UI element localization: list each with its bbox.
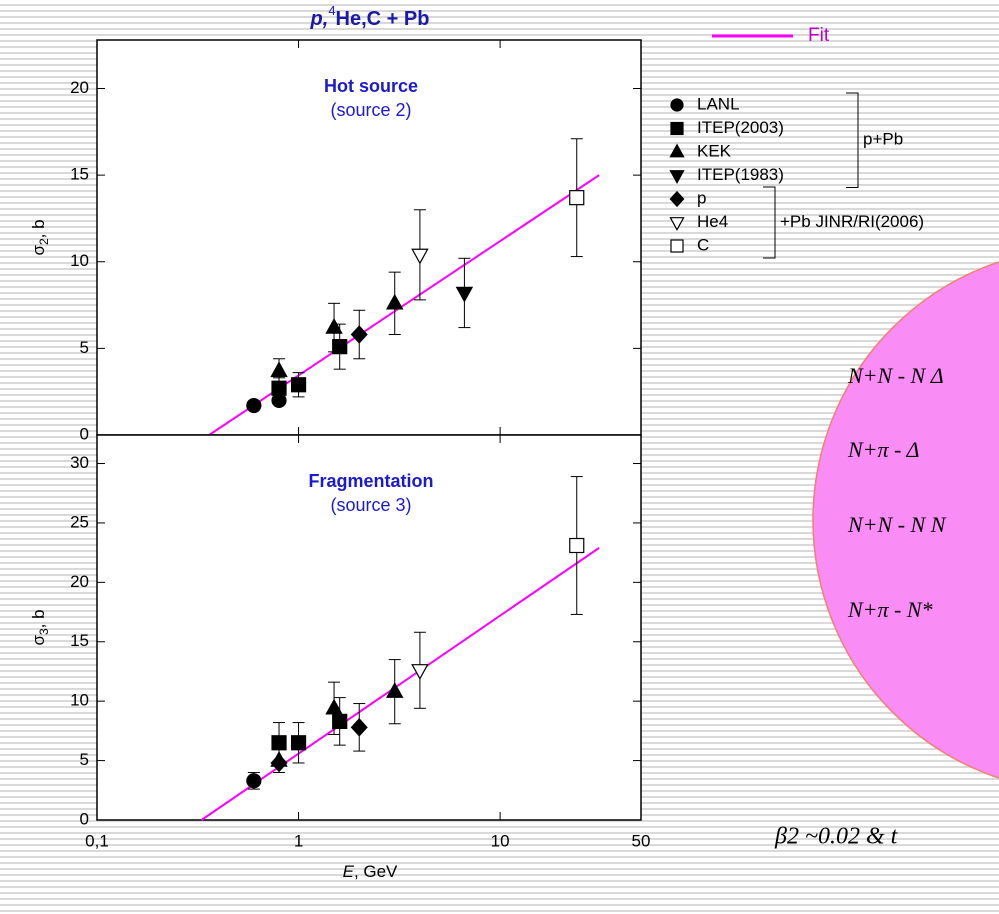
- legend-bracket: [846, 92, 859, 188]
- y-tick-label: 0: [80, 424, 89, 443]
- y-tick-label: 15: [70, 631, 89, 650]
- y-axis-label: σ2, b: [29, 219, 51, 255]
- plot-area: [96, 39, 642, 436]
- marker: [332, 339, 348, 355]
- title-rest: He,C + Pb: [336, 8, 430, 30]
- y-tick-label: 15: [70, 165, 89, 184]
- x-tick-label: 10: [491, 831, 510, 850]
- y-label-unit: , b: [29, 219, 48, 238]
- x-tick-label: 50: [632, 831, 651, 850]
- marker: [670, 121, 684, 136]
- title-superscript: 4: [328, 3, 335, 18]
- y-axis-label: σ3, b: [29, 609, 51, 645]
- legend-label: ITEP(2003): [697, 118, 784, 137]
- y-label-unit: , b: [29, 609, 48, 628]
- x-tick-label: 1: [294, 831, 303, 850]
- x-label-unit: , GeV: [354, 862, 398, 881]
- chart-title: p,4He,C + Pb: [310, 3, 430, 30]
- marker: [290, 377, 307, 393]
- marker: [332, 713, 348, 729]
- y-tick-label: 10: [70, 251, 89, 270]
- reaction-label: N+π - N*: [847, 597, 933, 622]
- marker: [569, 190, 585, 206]
- marker: [386, 293, 404, 310]
- y-tick-label: 5: [80, 338, 89, 357]
- marker: [246, 397, 262, 414]
- x-tick-label: 0,1: [85, 831, 109, 850]
- annotation-title: Fragmentation: [308, 471, 433, 491]
- legend-label: LANL: [697, 94, 740, 113]
- y-tick-label: 25: [70, 512, 89, 531]
- plot-area: [96, 434, 642, 821]
- marker: [669, 170, 685, 184]
- marker: [270, 361, 288, 378]
- marker: [290, 735, 307, 751]
- legend-group-label: +Pb JINR/RI(2006): [780, 212, 924, 231]
- marker: [350, 325, 368, 344]
- title-projectile: p,: [310, 8, 329, 30]
- y-tick-label: 5: [80, 750, 89, 769]
- legend-label: KEK: [697, 141, 732, 160]
- y-tick-label: 20: [70, 572, 89, 591]
- marker: [386, 682, 404, 698]
- reaction-label: N+N - N Δ: [847, 363, 944, 388]
- marker: [411, 664, 429, 680]
- legend-bracket: [763, 186, 776, 259]
- fit-legend-label: Fit: [808, 25, 830, 46]
- annotation-subtitle: (source 3): [330, 495, 411, 515]
- y-tick-label: 0: [80, 809, 89, 828]
- legend-label: ITEP(1983): [697, 165, 784, 184]
- marker: [270, 753, 288, 773]
- y-label-symbol: σ: [29, 245, 48, 256]
- marker: [350, 718, 368, 737]
- reaction-label: N+N - N N: [847, 512, 947, 537]
- x-label-symbol: E: [343, 862, 355, 881]
- marker: [669, 217, 685, 231]
- marker: [325, 317, 343, 334]
- annotation-subtitle: (source 2): [330, 100, 411, 120]
- marker: [670, 98, 684, 112]
- marker: [325, 698, 343, 715]
- marker: [246, 773, 262, 789]
- y-tick-label: 10: [70, 691, 89, 710]
- marker: [669, 143, 685, 158]
- legend-label: C: [697, 235, 709, 254]
- marker: [271, 735, 287, 751]
- annotation-title: Hot source: [324, 76, 418, 96]
- marker: [455, 286, 474, 303]
- marker: [669, 190, 685, 208]
- legend-label: He4: [697, 212, 728, 231]
- y-tick-label: 20: [70, 78, 89, 97]
- x-axis-label: E, GeV: [343, 862, 398, 881]
- reaction-label: N+π - Δ: [847, 437, 919, 462]
- y-tick-label: 30: [70, 453, 89, 472]
- marker: [670, 239, 684, 253]
- fit-line: [200, 547, 600, 821]
- legend-group-label: p+Pb: [863, 130, 903, 149]
- legend-label: p: [697, 188, 706, 207]
- marker: [569, 537, 585, 554]
- y-label-symbol: σ: [29, 635, 48, 646]
- y-label-sub: 3: [37, 628, 51, 635]
- marker: [411, 248, 429, 265]
- y-label-sub: 2: [37, 238, 51, 245]
- reaction-circle: [812, 261, 999, 779]
- footer-text: β2 ~0.02 & t: [774, 824, 899, 850]
